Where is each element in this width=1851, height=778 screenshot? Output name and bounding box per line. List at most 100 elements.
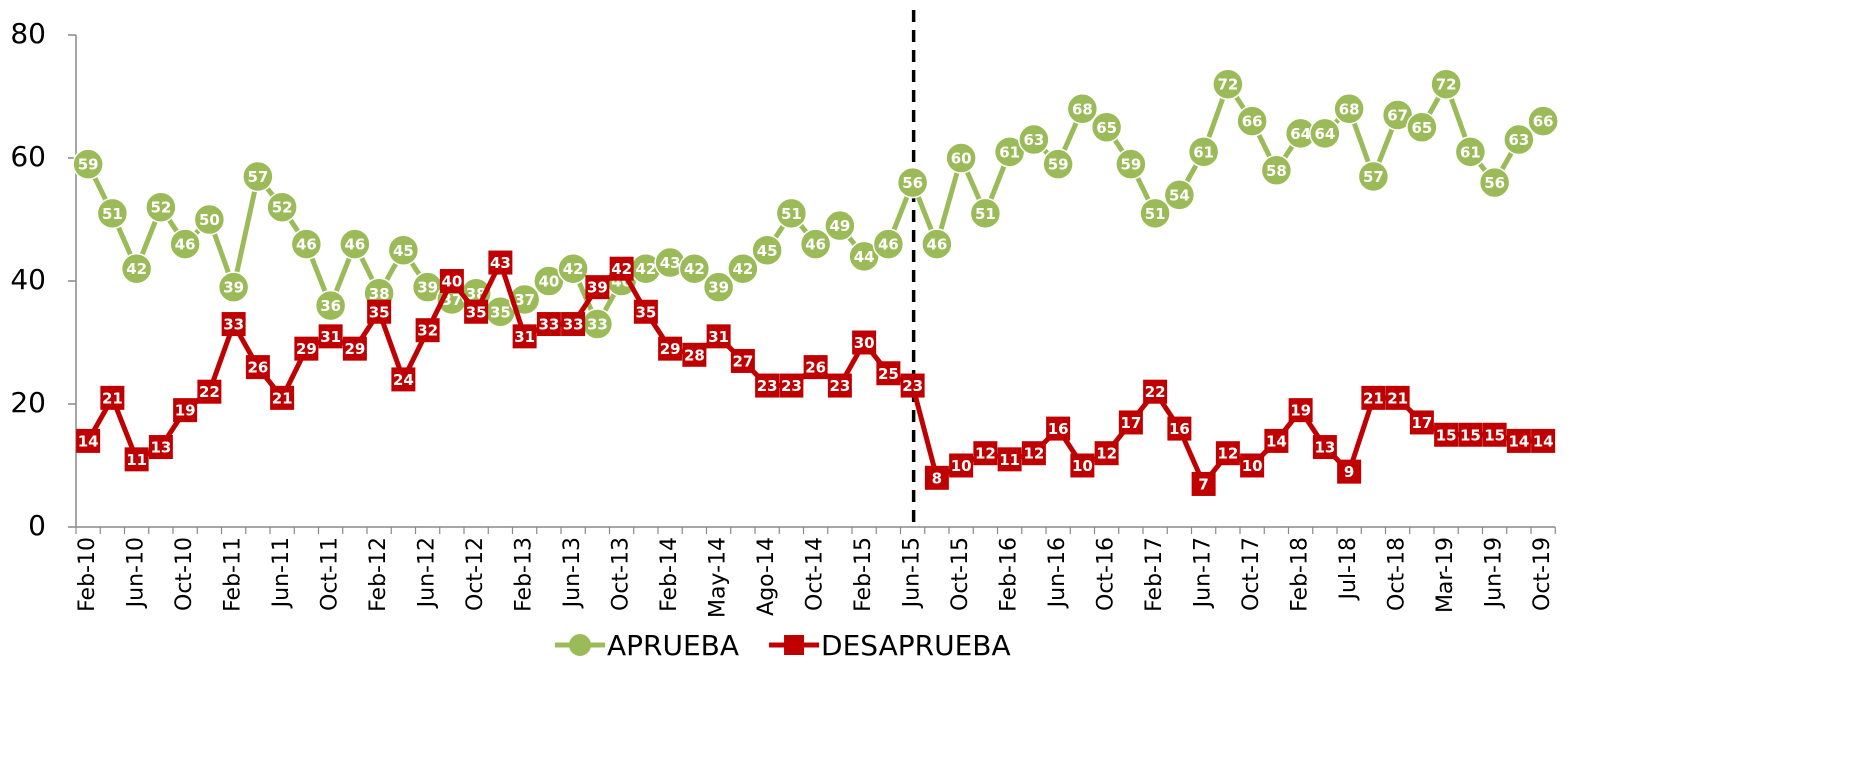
marker (1503, 123, 1535, 156)
marker (1361, 385, 1386, 410)
data-label: 14 (78, 432, 99, 450)
data-label: 35 (490, 303, 511, 321)
data-label: 61 (999, 143, 1020, 161)
legend-label: DESAPRUEBA (821, 629, 1011, 662)
legend-marker (784, 635, 805, 655)
data-label: 64 (1314, 125, 1335, 143)
marker (266, 191, 298, 223)
data-label: 12 (1217, 445, 1238, 463)
marker (294, 336, 319, 361)
data-label: 15 (1436, 426, 1457, 444)
marker (1021, 441, 1046, 466)
data-label: 12 (975, 445, 996, 463)
data-label: 42 (126, 260, 147, 278)
data-label: 11 (126, 451, 147, 469)
data-label: 65 (1411, 119, 1432, 137)
x-tick-label: Oct-17 (1239, 537, 1264, 611)
x-tick-label: Ago-14 (754, 537, 779, 616)
data-label: 45 (757, 242, 778, 260)
y-tick-label: 0 (28, 509, 46, 542)
data-label: 42 (732, 260, 753, 278)
data-label: 65 (1096, 119, 1117, 137)
data-label: 49 (829, 217, 850, 235)
data-label: 42 (611, 260, 632, 278)
marker (1434, 422, 1459, 447)
marker (1212, 68, 1244, 100)
data-label: 63 (1508, 131, 1529, 149)
x-tick-label: Oct-19 (1530, 537, 1555, 611)
marker (1409, 410, 1434, 435)
marker (799, 228, 832, 260)
marker (973, 441, 998, 466)
marker (1118, 410, 1143, 435)
data-label: 29 (296, 340, 317, 358)
x-tick-label: Oct-12 (463, 537, 488, 611)
data-label: 64 (1290, 125, 1311, 143)
marker (217, 271, 250, 303)
data-label: 42 (635, 260, 656, 278)
marker (367, 299, 392, 324)
data-label: 33 (538, 316, 559, 334)
y-tick-label: 60 (10, 140, 46, 173)
data-label: 36 (320, 297, 341, 315)
marker (1215, 441, 1240, 466)
data-label: 46 (805, 236, 826, 254)
data-label: 50 (199, 211, 220, 229)
data-label: 42 (684, 260, 705, 278)
y-tick-label: 80 (10, 17, 46, 50)
x-tick-label: Feb-13 (512, 537, 537, 612)
x-tick-label: Oct-13 (609, 537, 634, 611)
data-label: 31 (514, 328, 535, 346)
data-label: 12 (1023, 445, 1044, 463)
x-tick-label: Oct-15 (948, 537, 973, 611)
data-label: 60 (951, 150, 972, 168)
marker (682, 342, 707, 367)
marker (1066, 93, 1099, 125)
marker (1042, 148, 1074, 180)
marker (1260, 154, 1293, 187)
x-tick-label: Feb-10 (75, 537, 100, 612)
x-tick-label: Jun-10 (124, 537, 149, 609)
marker (221, 312, 246, 337)
marker (1312, 435, 1337, 460)
x-tick-label: Jul-18 (1336, 537, 1361, 601)
marker (1430, 68, 1462, 100)
marker (197, 379, 222, 404)
data-label: 33 (587, 316, 608, 334)
marker (706, 324, 731, 349)
data-label: 52 (150, 199, 171, 217)
marker (585, 275, 610, 300)
data-label: 45 (393, 242, 414, 260)
data-label: 29 (344, 340, 365, 358)
data-label: 28 (684, 346, 705, 364)
marker (1527, 105, 1559, 137)
marker (633, 299, 658, 324)
data-label: 26 (247, 359, 268, 377)
marker (945, 142, 977, 174)
data-label: 43 (660, 254, 681, 272)
marker (488, 250, 513, 275)
data-label: 33 (563, 316, 584, 334)
data-label: 19 (175, 402, 196, 420)
x-tick-label: Jun-15 (900, 537, 925, 609)
y-tick-label: 40 (10, 263, 46, 296)
marker (342, 336, 367, 361)
data-label: 58 (1266, 162, 1287, 180)
data-label: 21 (1363, 389, 1384, 407)
data-label: 17 (1120, 414, 1141, 432)
marker (1385, 385, 1410, 410)
data-label: 13 (1314, 439, 1335, 457)
marker (1240, 453, 1265, 478)
marker (391, 367, 416, 392)
marker (1478, 166, 1511, 199)
marker (145, 191, 177, 223)
marker (803, 355, 828, 380)
data-label: 25 (878, 365, 899, 383)
data-label: 33 (223, 316, 244, 334)
marker (1090, 111, 1123, 143)
x-tick-label: Oct-14 (803, 537, 828, 611)
marker (100, 385, 125, 410)
marker (464, 299, 489, 324)
data-label: 32 (417, 322, 438, 340)
